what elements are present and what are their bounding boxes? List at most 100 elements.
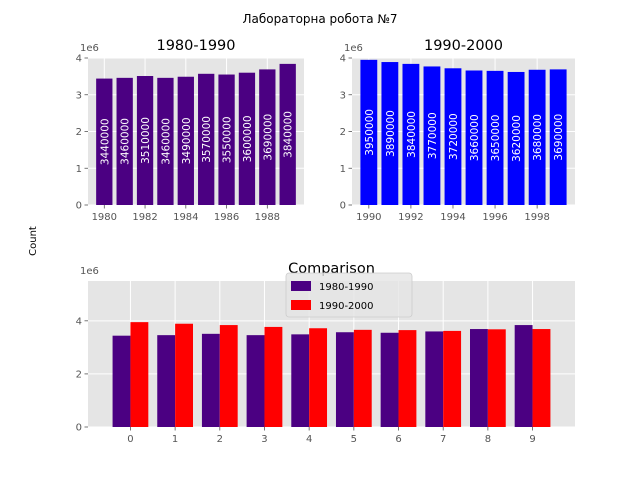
figure-ylabel: Count xyxy=(28,226,39,256)
xtick-label: 6 xyxy=(395,434,401,445)
bar-1990-2000 xyxy=(532,329,551,427)
bar-1990-2000 xyxy=(398,330,417,427)
chart-title: 1980-1990 xyxy=(156,38,235,54)
ytick-label: 4 xyxy=(76,54,82,65)
bar-value-label: 3720000 xyxy=(448,113,460,160)
bar xyxy=(136,76,154,205)
offset-label: 1e6 xyxy=(344,43,363,54)
bar-1990-2000 xyxy=(175,323,193,427)
legend: 1980-1990 1990-2000 xyxy=(285,272,413,318)
bar-1980-1990 xyxy=(335,332,354,427)
ytick-label: 3 xyxy=(340,90,346,101)
bar xyxy=(177,76,194,206)
bar xyxy=(116,77,133,205)
bar-value-label: 3510000 xyxy=(140,117,152,164)
legend-box xyxy=(285,272,413,318)
bar-value-label: 3950000 xyxy=(364,109,376,156)
xtick-label: 7 xyxy=(440,434,446,445)
xtick-label: 5 xyxy=(351,434,357,445)
xtick-label: 3 xyxy=(261,434,267,445)
bar xyxy=(402,63,420,205)
bar-1980-1990 xyxy=(380,332,399,427)
bar-1980-1990 xyxy=(291,334,310,427)
bar-value-label: 3650000 xyxy=(490,115,502,162)
bar-1990-2000 xyxy=(264,326,283,427)
bar xyxy=(96,78,113,205)
xtick-label: 1986 xyxy=(214,212,239,223)
bar-value-label: 3440000 xyxy=(99,118,111,165)
bar-value-label: 3770000 xyxy=(427,112,439,159)
xtick-label: 4 xyxy=(306,434,312,445)
xtick-label: 1996 xyxy=(482,212,507,223)
ytick-label: 2 xyxy=(76,127,82,138)
xtick-label: 9 xyxy=(529,434,535,445)
bar xyxy=(259,69,276,205)
bar-value-label: 3840000 xyxy=(283,111,295,158)
bar xyxy=(360,59,378,206)
bar xyxy=(218,74,235,205)
xtick-label: 8 xyxy=(485,434,491,445)
bar-1990-2000 xyxy=(130,322,149,427)
bar-1980-1990 xyxy=(201,333,220,427)
bar-1980-1990 xyxy=(470,329,488,427)
bar-value-label: 3490000 xyxy=(181,117,193,164)
xtick-label: 2 xyxy=(217,434,223,445)
bar-1980-1990 xyxy=(514,325,533,427)
bar xyxy=(549,69,567,205)
xtick-label: 1988 xyxy=(255,212,280,223)
bar xyxy=(238,72,256,205)
bar xyxy=(157,77,174,205)
bar xyxy=(465,70,483,206)
bar-1980-1990 xyxy=(157,335,176,427)
bar xyxy=(486,70,504,205)
xtick-label: 1992 xyxy=(398,212,423,223)
ytick-label: 2 xyxy=(76,369,82,380)
ytick-label: 4 xyxy=(76,316,82,327)
offset-label: 1e6 xyxy=(80,43,99,54)
bar xyxy=(198,73,215,206)
bar-1990-2000 xyxy=(443,330,462,427)
bar xyxy=(279,63,296,205)
xtick-label: 1994 xyxy=(440,212,465,223)
legend-swatch xyxy=(291,281,311,291)
figure-suptitle: Лабораторна робота №7 xyxy=(242,12,397,26)
chart-title: 1990-2000 xyxy=(424,38,503,54)
legend-swatch xyxy=(291,300,311,310)
offset-label: 1e6 xyxy=(80,266,99,277)
bar xyxy=(507,71,525,205)
legend-label: 1980-1990 xyxy=(319,282,374,293)
bar-value-label: 3890000 xyxy=(385,110,397,157)
xtick-label: 1982 xyxy=(132,212,157,223)
bar-1980-1990 xyxy=(112,335,131,427)
bar xyxy=(381,62,399,206)
bar-value-label: 3460000 xyxy=(160,118,172,165)
bar xyxy=(444,68,462,205)
bar-1990-2000 xyxy=(309,328,328,427)
ytick-label: 1 xyxy=(340,164,346,175)
bar-value-label: 3690000 xyxy=(262,114,274,161)
bar-value-label: 3620000 xyxy=(511,115,523,162)
xtick-label: 1 xyxy=(172,434,178,445)
ytick-label: 0 xyxy=(76,423,82,434)
xtick-label: 1998 xyxy=(524,212,549,223)
bar-value-label: 3570000 xyxy=(201,116,213,163)
xtick-label: 0 xyxy=(127,434,133,445)
bar-value-label: 3660000 xyxy=(469,114,481,161)
bar-1980-1990 xyxy=(246,335,265,427)
bar-value-label: 3680000 xyxy=(532,114,544,161)
ytick-label: 0 xyxy=(76,201,82,212)
bar-value-label: 3550000 xyxy=(222,116,234,163)
legend-label: 1990-2000 xyxy=(319,301,374,312)
bar-1990-2000 xyxy=(353,329,372,427)
bar xyxy=(423,66,441,205)
bar-value-label: 3840000 xyxy=(406,111,418,158)
xtick-label: 1984 xyxy=(173,212,198,223)
bar-value-label: 3600000 xyxy=(242,115,254,162)
bar-value-label: 3690000 xyxy=(553,114,565,161)
bar-1990-2000 xyxy=(219,325,238,427)
xtick-label: 1980 xyxy=(92,212,117,223)
